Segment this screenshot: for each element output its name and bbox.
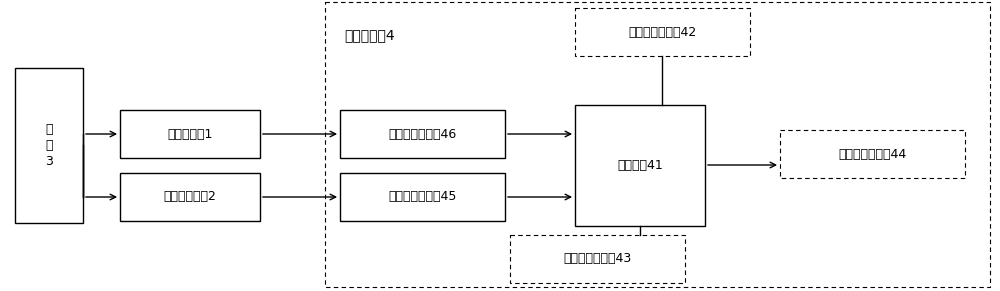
Bar	[15, 68, 83, 223]
Bar	[510, 235, 685, 283]
Bar	[325, 2, 990, 287]
Text: 通道温度传感器44: 通道温度传感器44	[838, 148, 907, 161]
Bar	[340, 173, 505, 221]
Text: 蓄热式电锅炉2: 蓄热式电锅炉2	[164, 191, 216, 203]
Text: 中央控制器4: 中央控制器4	[345, 28, 395, 42]
Text: 热源泵控制模块46: 热源泵控制模块46	[388, 127, 457, 141]
Text: 室外温度传感器42: 室外温度传感器42	[628, 26, 697, 38]
Bar	[120, 173, 260, 221]
Bar	[340, 110, 505, 158]
Text: 水箱温度传感器43: 水箱温度传感器43	[563, 253, 632, 265]
Bar	[575, 105, 705, 226]
Text: 控制模块41: 控制模块41	[617, 159, 663, 172]
Bar	[120, 110, 260, 158]
Bar	[780, 130, 965, 178]
Text: 水
箱
3: 水 箱 3	[45, 123, 53, 168]
Text: 空气热源泵1: 空气热源泵1	[167, 127, 213, 141]
Bar	[575, 8, 750, 56]
Text: 电锅炉控制模块45: 电锅炉控制模块45	[388, 191, 457, 203]
